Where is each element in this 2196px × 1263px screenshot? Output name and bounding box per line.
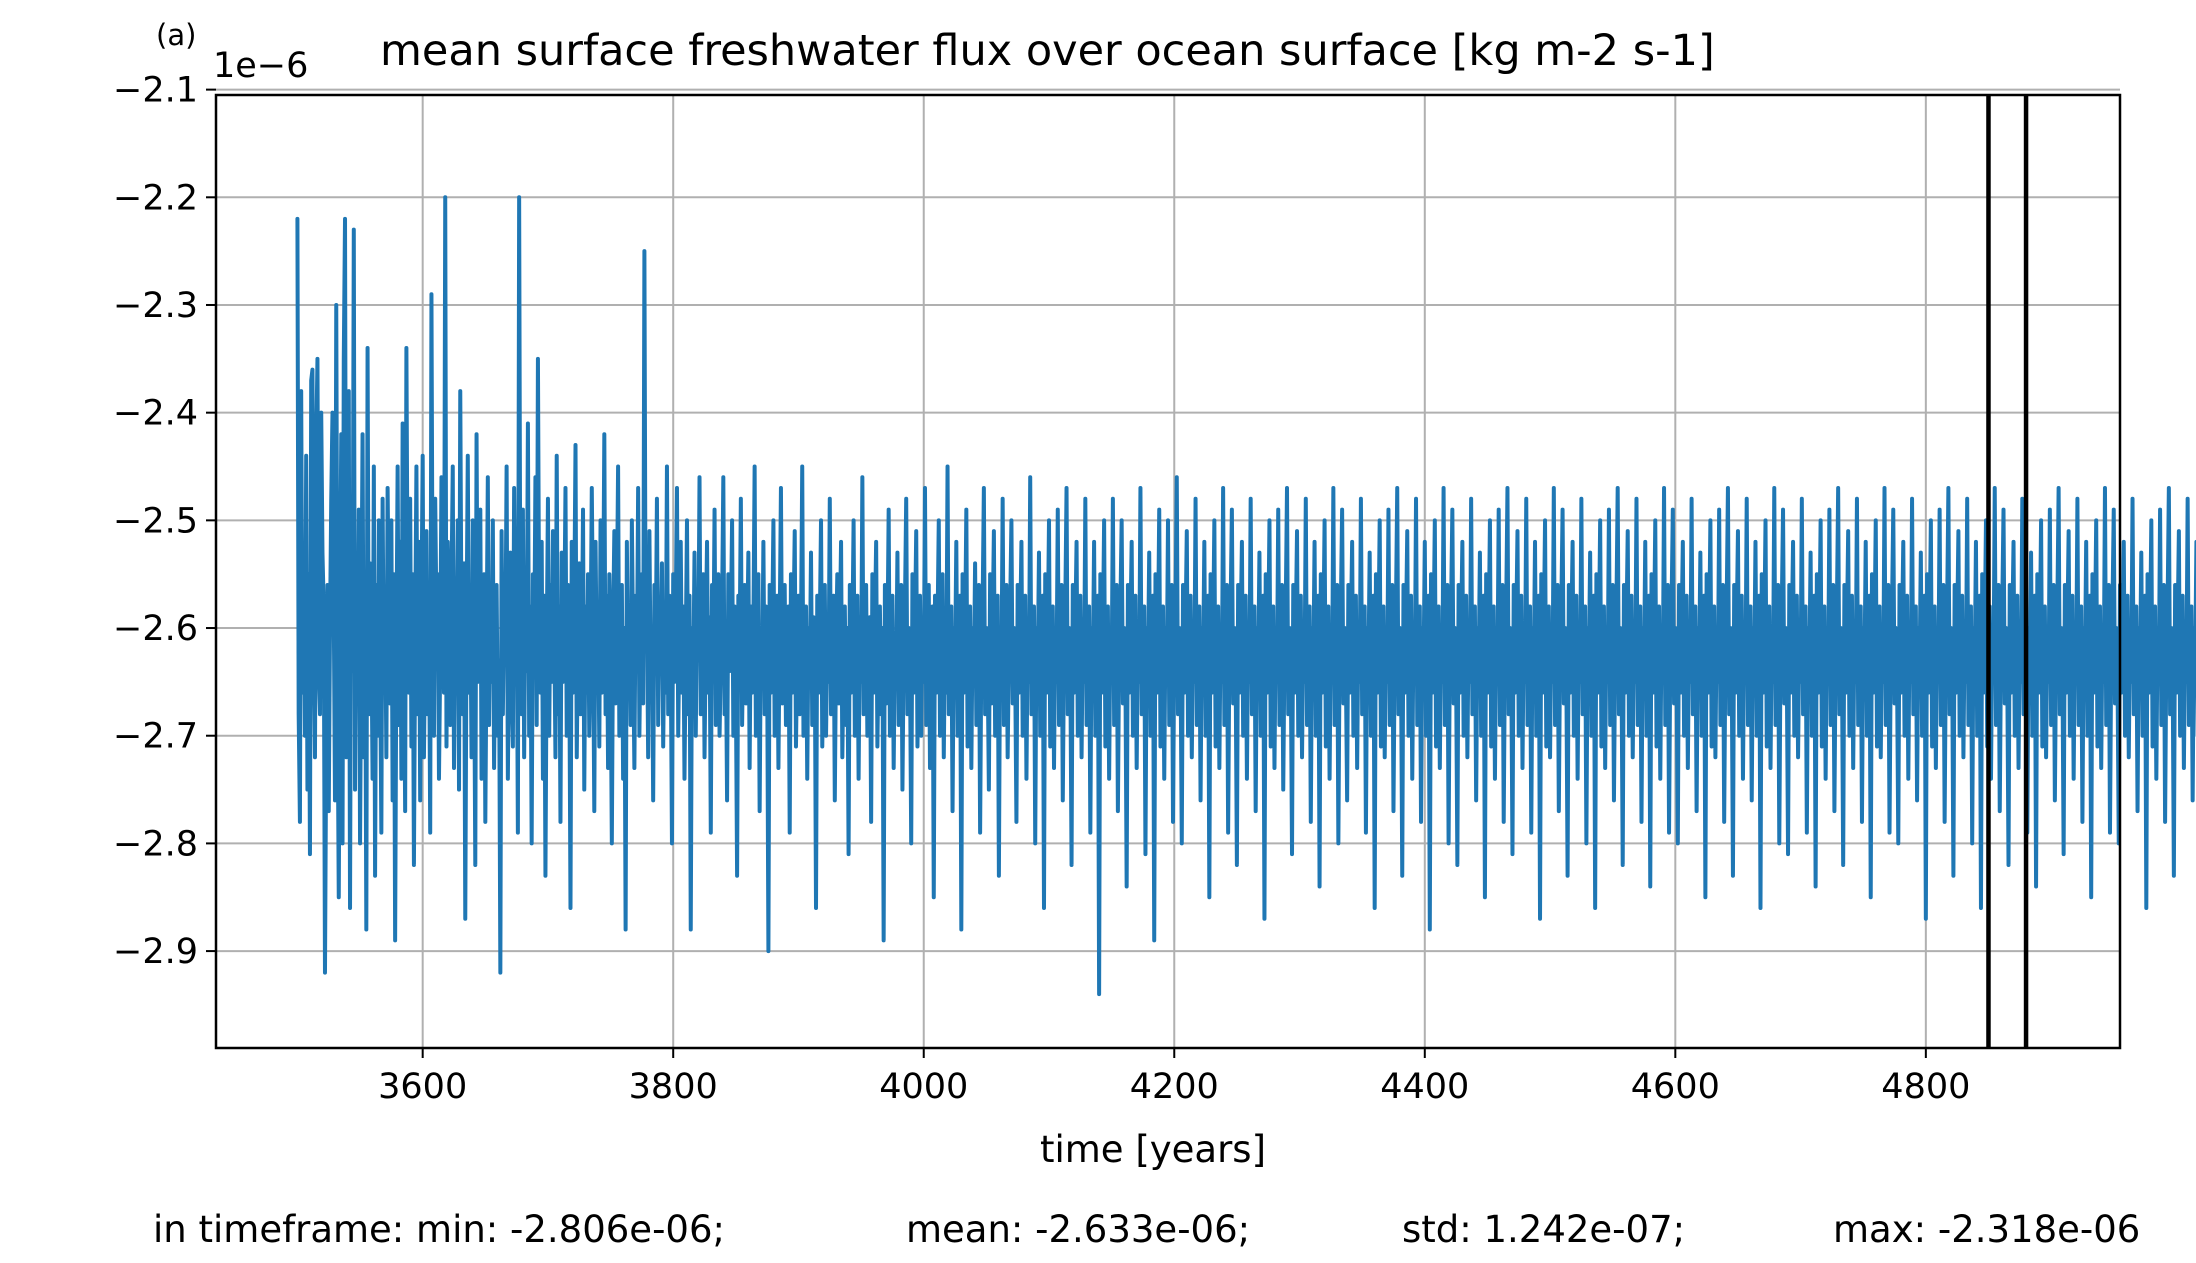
y-tick-label: −2.6 <box>113 609 198 649</box>
chart-title: mean surface freshwater flux over ocean … <box>380 26 1715 76</box>
x-tick-label: 4800 <box>1881 1067 1970 1107</box>
x-axis-label: time [years] <box>1039 1128 1267 1171</box>
y-tick-label: −2.5 <box>113 501 198 541</box>
stats-mean: mean: -2.633e-06; <box>906 1208 1251 1251</box>
x-tick-label: 3600 <box>378 1067 467 1107</box>
axis-ticks: 3600 3800 4000 4200 4400 4600 4800 −2.9 −2.8 −2.7… <box>113 71 1970 1107</box>
x-tick-label: 4600 <box>1631 1067 1720 1107</box>
x-tick-label: 3800 <box>629 1067 718 1107</box>
y-tick-label: −2.8 <box>113 824 198 864</box>
y-tick-label: −2.7 <box>113 717 198 757</box>
x-tick-label: 4200 <box>1130 1067 1219 1107</box>
x-tick-label: 4000 <box>879 1067 968 1107</box>
plot-frame <box>214 93 2122 1050</box>
y-tick-label: −2.9 <box>113 932 198 972</box>
stats-max: max: -2.318e-06 <box>1833 1208 2141 1251</box>
stats-min: in timeframe: min: -2.806e-06; <box>153 1208 725 1251</box>
y-tick-label: −2.3 <box>113 286 198 326</box>
y-tick-label: −2.1 <box>113 71 198 111</box>
y-offset-label: 1e−6 <box>213 46 309 86</box>
panel-label: (a) <box>156 18 197 52</box>
stats-std: std: 1.242e-07; <box>1402 1208 1686 1251</box>
vertical-marker-lines <box>1986 95 2029 1048</box>
y-tick-label: −2.2 <box>113 178 198 218</box>
x-tick-label: 4400 <box>1380 1067 1469 1107</box>
series-group <box>295 195 2196 997</box>
series-line <box>295 195 2196 997</box>
y-tick-label: −2.4 <box>113 394 198 434</box>
